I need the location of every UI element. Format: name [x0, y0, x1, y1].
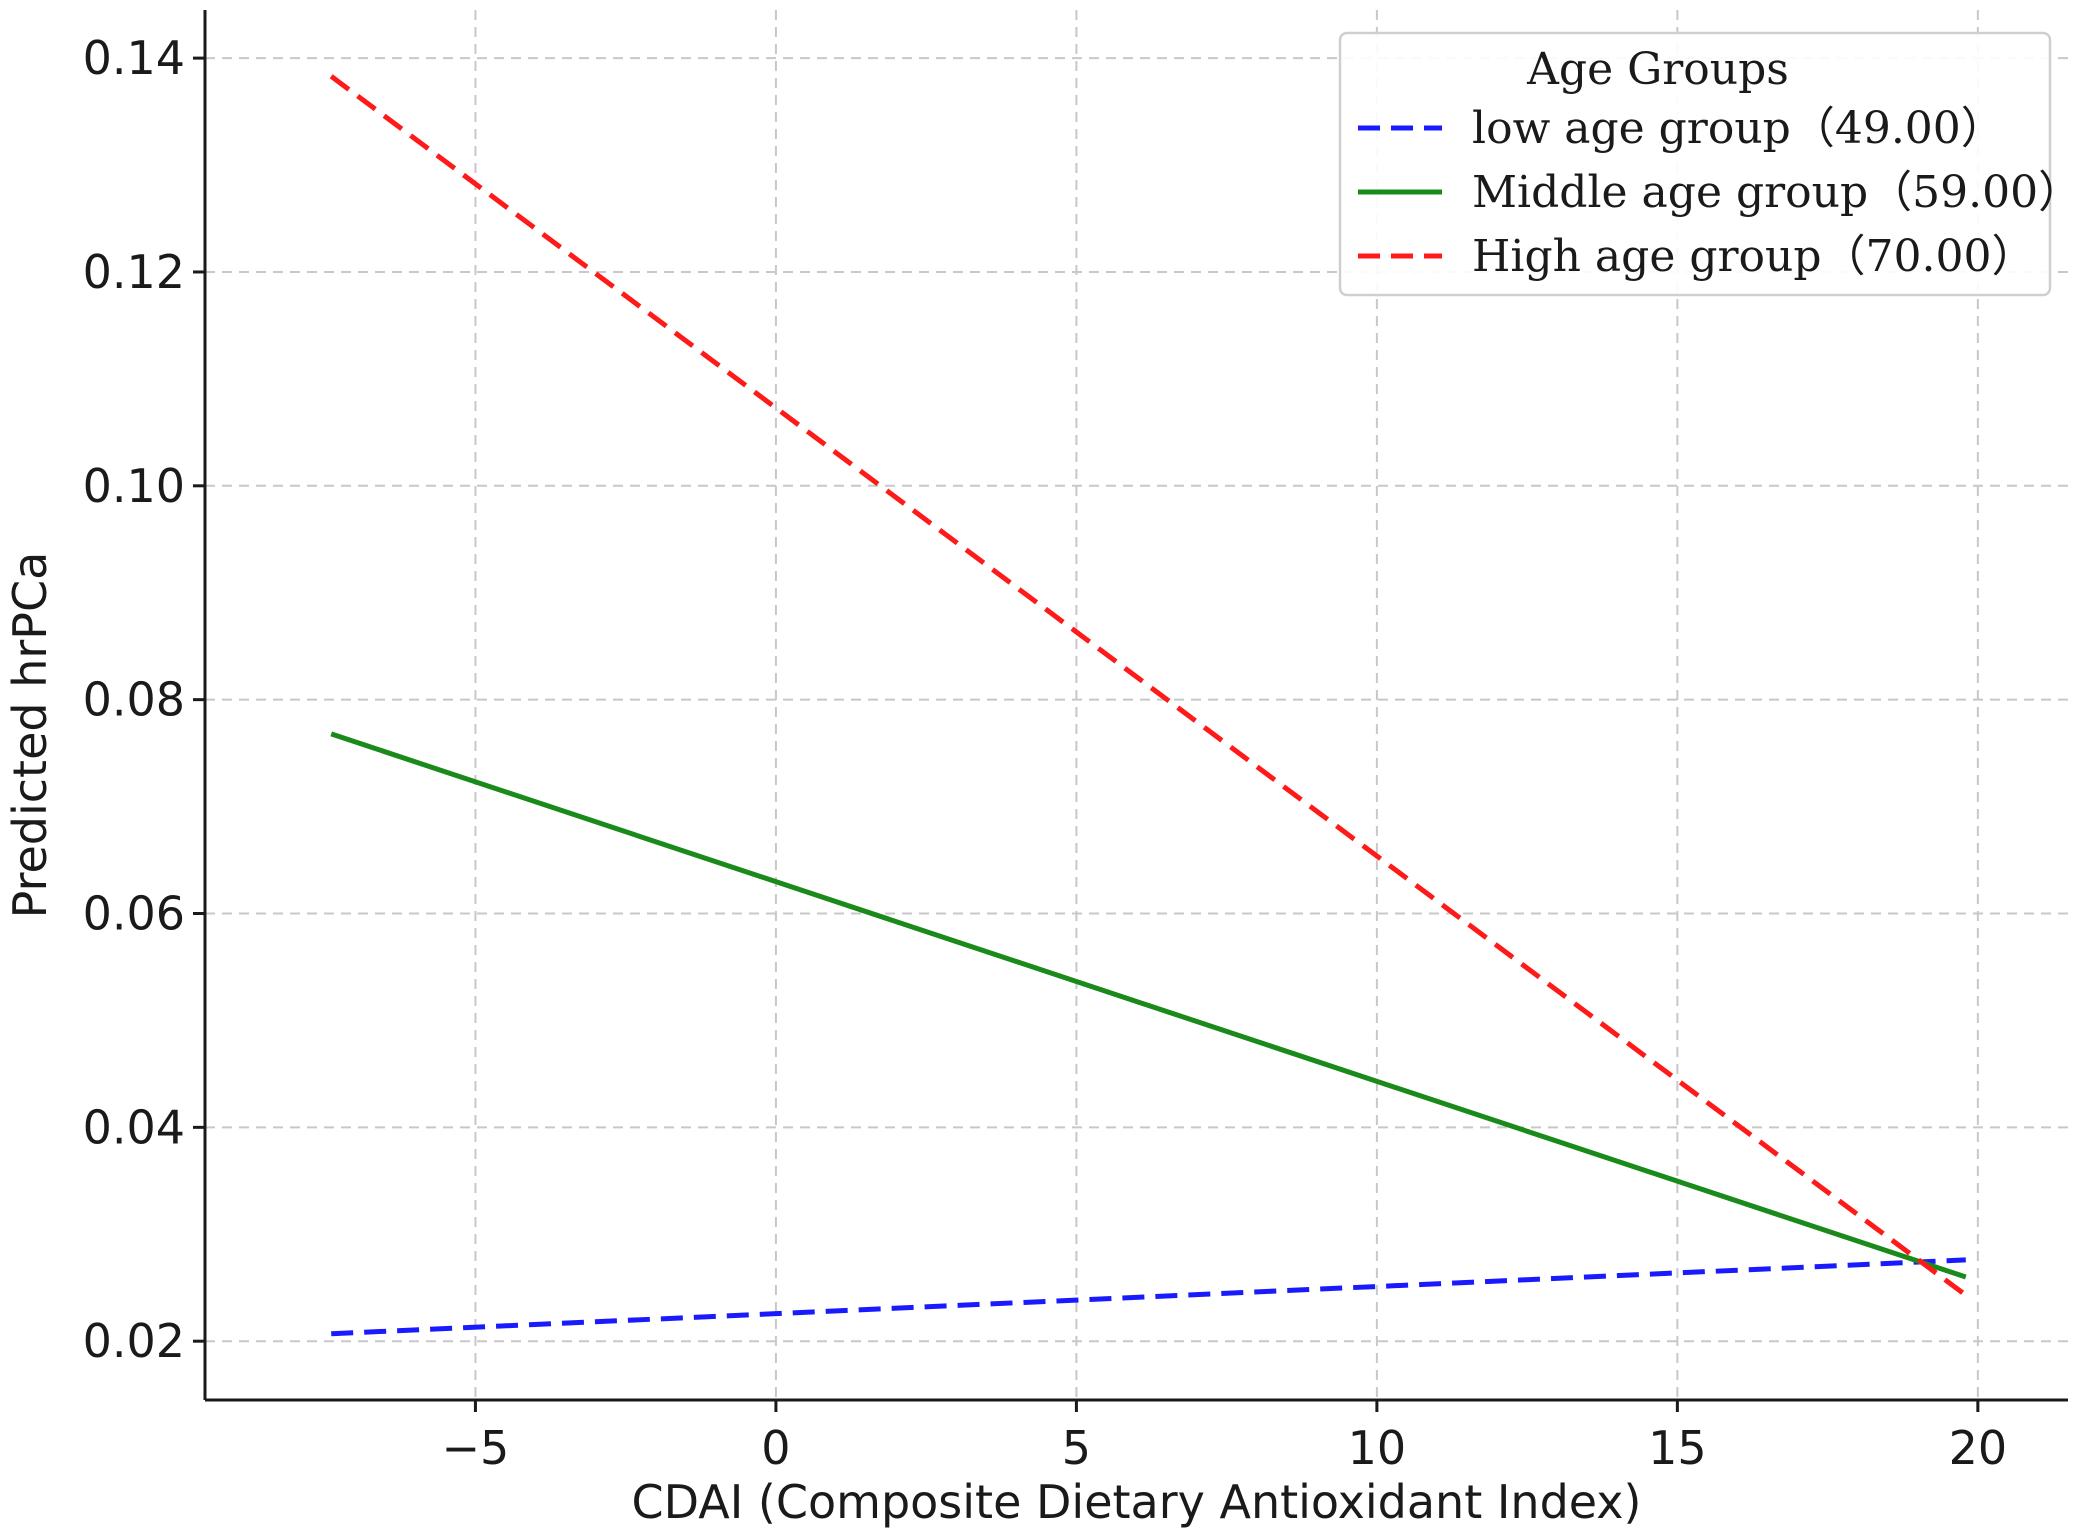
- series-layer: [329, 74, 1968, 1337]
- y-tick-label: 0.06: [83, 887, 185, 941]
- legend-label-1: low age group（49.00）: [1472, 103, 2005, 154]
- legend-title: Age Groups: [1526, 44, 1789, 95]
- labels-layer: CDAI (Composite Dietary Antioxidant Inde…: [3, 31, 2007, 1529]
- x-tick-label: 0: [761, 1421, 790, 1475]
- legend: Age Groups low age group（49.00） Middle ag…: [1338, 31, 2075, 297]
- x-tick-label: 15: [1648, 1421, 1707, 1475]
- series-line-3: [329, 74, 1968, 1298]
- legend-label-2: Middle age group（59.00）: [1472, 167, 2075, 218]
- x-axis-label: CDAI (Composite Dietary Antioxidant Inde…: [632, 1475, 1642, 1529]
- x-tick-label: 20: [1949, 1421, 2008, 1475]
- x-tick-label: −5: [442, 1421, 510, 1475]
- y-tick-label: 0.10: [83, 459, 185, 513]
- legend-label-3: High age group（70.00）: [1472, 231, 2036, 282]
- y-tick-label: 0.14: [83, 31, 185, 85]
- x-tick-label: 5: [1062, 1421, 1091, 1475]
- legend-box: [1338, 31, 2052, 297]
- y-tick-label: 0.02: [83, 1314, 185, 1368]
- axes-layer: [193, 10, 2068, 1412]
- y-tick-label: 0.08: [83, 673, 185, 727]
- series-line-2: [330, 731, 1967, 1280]
- grid-layer: [205, 10, 2068, 1400]
- y-tick-label: 0.04: [83, 1100, 185, 1154]
- series-line-1: [331, 1257, 1966, 1337]
- y-tick-label: 0.12: [83, 245, 185, 299]
- x-tick-label: 10: [1348, 1421, 1407, 1475]
- y-axis-label: Predicted hrPCa: [3, 552, 57, 919]
